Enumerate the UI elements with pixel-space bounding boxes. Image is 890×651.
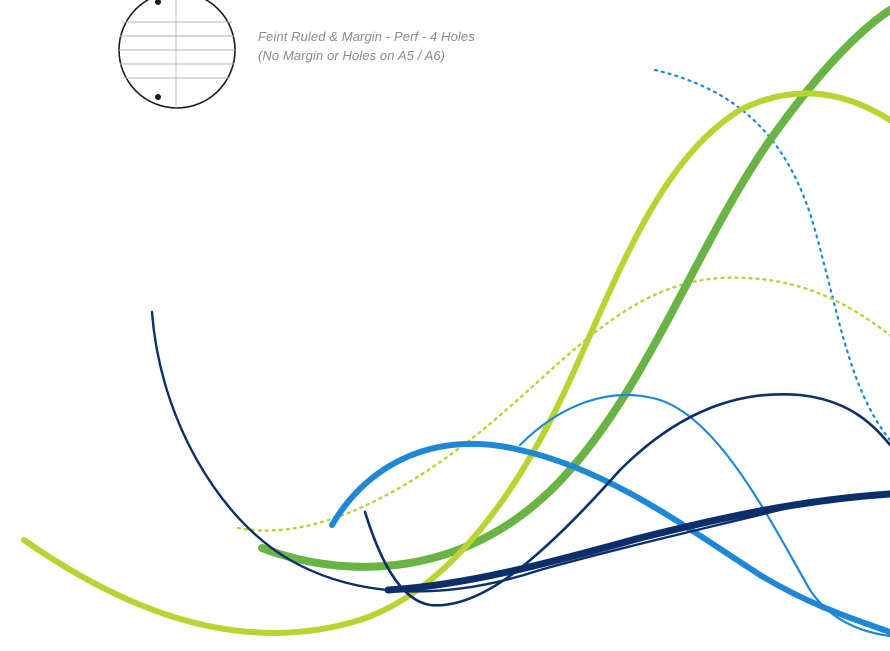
lime-rising-curve <box>21 90 890 636</box>
feint-ruled-page-icon <box>112 0 242 112</box>
spec-caption: Feint Ruled & Margin - Perf - 4 Holes (N… <box>258 27 475 65</box>
green-thick-curve <box>258 6 890 571</box>
navy-thick-band <box>384 490 890 594</box>
blue-thick-wave <box>329 440 890 635</box>
dotted-blue-curve <box>653 68 890 442</box>
spec-line-1: Feint Ruled & Margin - Perf - 4 Holes <box>258 29 475 44</box>
spec-line-2: (No Margin or Holes on A5 / A6) <box>258 48 446 63</box>
blue-thin-wave <box>518 393 890 638</box>
dotted-lime-curve <box>236 276 890 532</box>
navy-hump-curve <box>363 393 890 607</box>
